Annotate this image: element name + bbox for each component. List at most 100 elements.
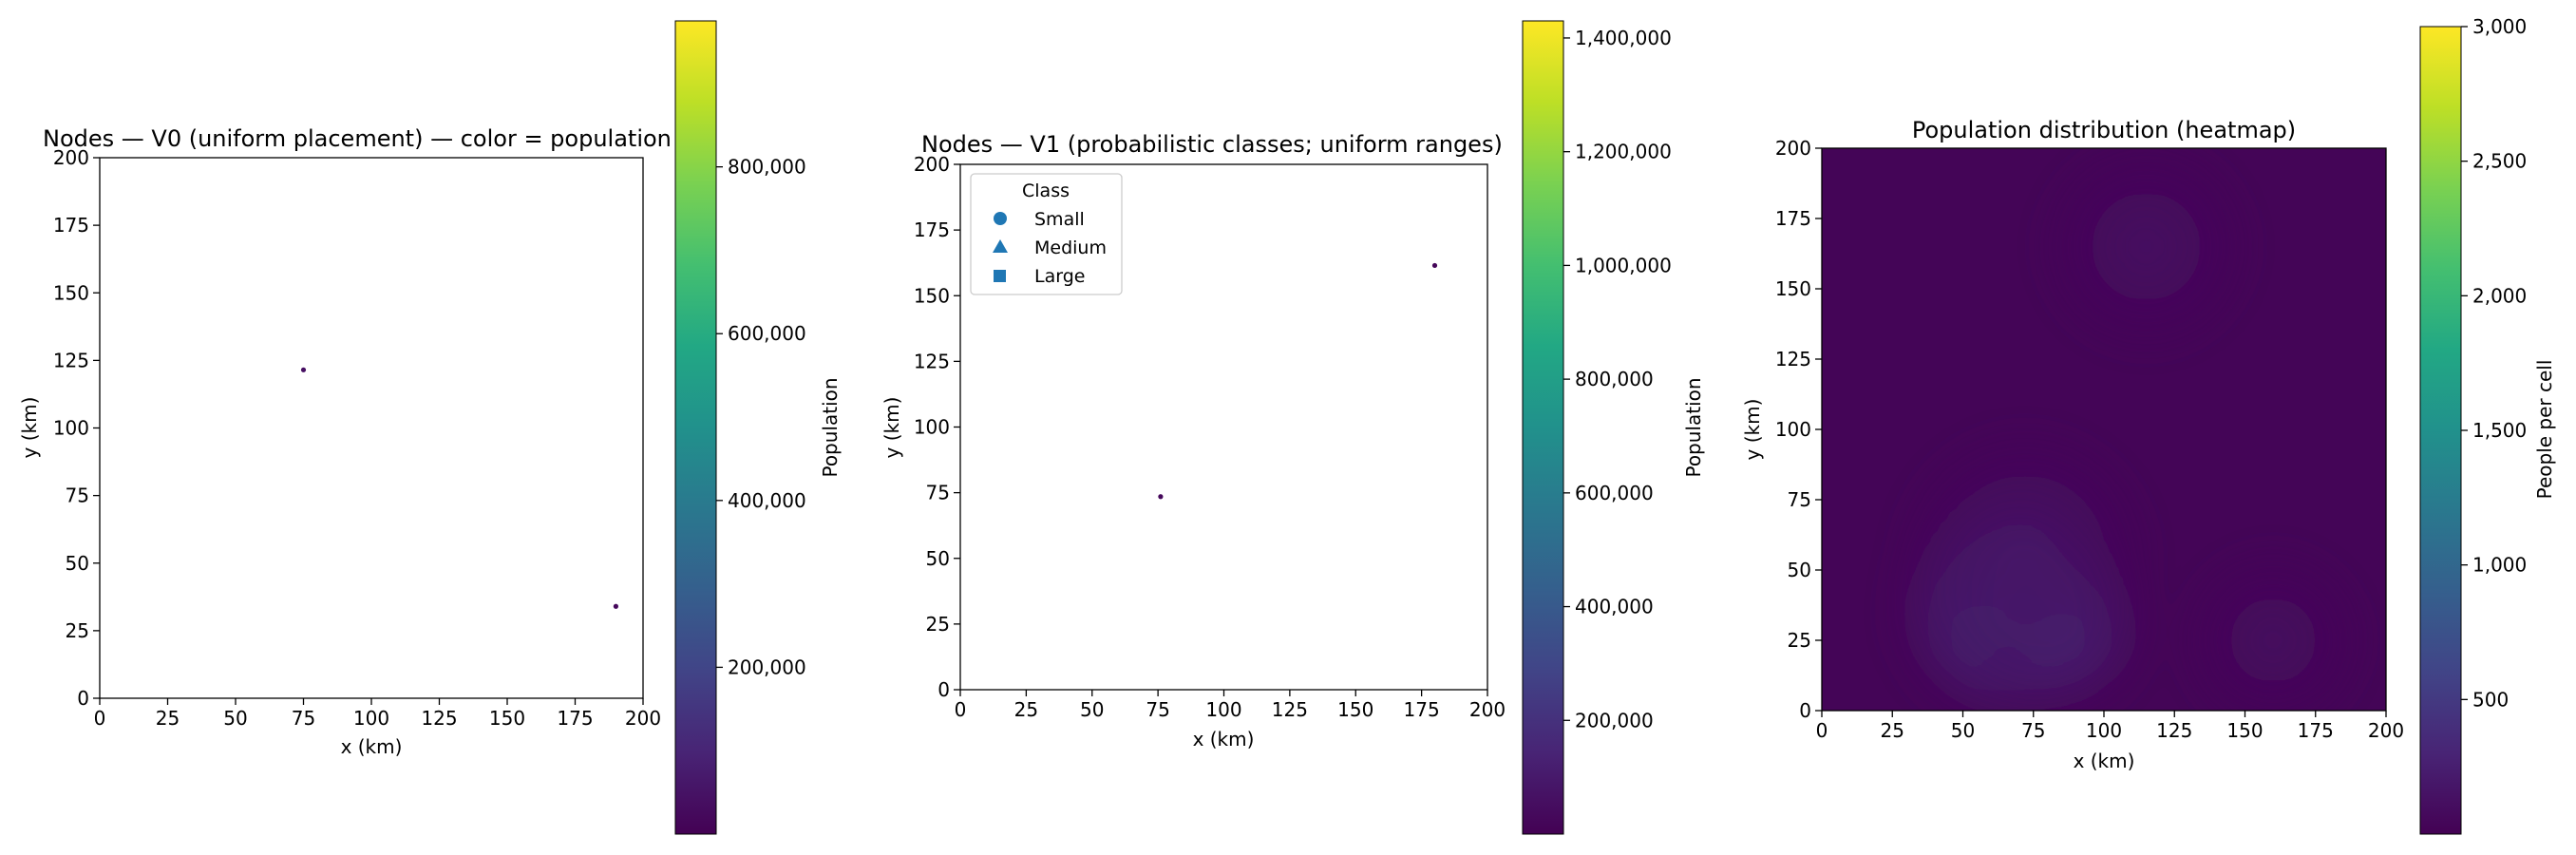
y-tick-label: 175 — [1775, 207, 1811, 230]
x-tick-label: 200 — [1469, 698, 1506, 721]
panel-v0-colorbar — [674, 20, 717, 835]
colorbar-tick-label: 1,500 — [2472, 419, 2527, 442]
y-tick-label: 75 — [66, 484, 89, 507]
colorbar-tick-label: 200,000 — [728, 656, 806, 678]
colorbar-tick-label: 3,000 — [2472, 15, 2527, 38]
panel-heatmap-title: Population distribution (heatmap) — [1912, 117, 2296, 143]
y-tick-label: 150 — [914, 284, 950, 307]
legend-marker-small — [994, 212, 1007, 225]
panel-v1-legend: Class Small Medium Large — [970, 173, 1123, 295]
colorbar-tick-label: 500 — [2472, 688, 2509, 711]
panel-heatmap-colorbar-label: People per cell — [2533, 360, 2556, 500]
y-tick-label: 125 — [914, 350, 950, 372]
panel-heatmap-colorbar — [2419, 26, 2462, 835]
panel-v1-colorbar-label: Population — [1682, 377, 1705, 477]
colorbar-tick-label: 1,000,000 — [1575, 254, 1672, 276]
y-tick-label: 25 — [1788, 629, 1811, 652]
node-point — [613, 603, 619, 609]
x-tick-label: 175 — [557, 707, 593, 730]
y-tick-label: 175 — [914, 218, 950, 241]
y-tick-label: 100 — [53, 417, 89, 440]
x-tick-label: 75 — [2021, 719, 2045, 742]
y-tick-label: 0 — [77, 687, 89, 710]
colorbar-tick-label: 2,000 — [2472, 284, 2527, 307]
panel-heatmap-colorbar-ticks: 500 1,000 1,500 2,000 2,500 3,000 — [2461, 15, 2527, 711]
colorbar-tick-label: 200,000 — [1575, 709, 1654, 732]
y-tick-label: 150 — [1775, 277, 1811, 300]
legend-marker-large — [994, 270, 1006, 282]
x-tick-label: 150 — [489, 707, 525, 730]
y-tick-label: 75 — [926, 482, 950, 504]
legend-marker-medium — [993, 239, 1008, 253]
colorbar-tick-label: 1,400,000 — [1575, 27, 1672, 49]
x-tick-label: 150 — [1337, 698, 1373, 721]
x-tick-label: 150 — [2226, 719, 2263, 742]
panel-v0-title: Nodes — V0 (uniform placement) — color =… — [43, 125, 672, 152]
panel-heatmap-xticks: 0 25 50 75 100 125 150 175 200 — [1816, 711, 2404, 742]
panel-v1-colorbar-ticks: 200,000 400,000 600,000 800,000 1,000,000 1,2… — [1563, 27, 1672, 732]
x-tick-label: 200 — [2368, 719, 2404, 742]
y-tick-label: 25 — [926, 613, 950, 636]
panel-v1-ylabel: y (km) — [881, 397, 903, 459]
legend-label-small: Small — [1034, 209, 1085, 230]
panel-heatmap-yticks: 0 25 50 75 100 125 150 175 200 — [1775, 137, 1822, 722]
x-tick-label: 75 — [292, 707, 315, 730]
y-tick-label: 25 — [66, 619, 89, 642]
y-tick-label: 200 — [1775, 137, 1811, 160]
node-point — [1158, 494, 1164, 500]
x-tick-label: 0 — [1816, 719, 1828, 742]
panel-v0-colorbar-ticks: 200,000 400,000 600,000 800,000 — [716, 156, 806, 678]
x-tick-label: 25 — [1014, 698, 1038, 721]
panel-v0-points — [300, 367, 619, 609]
x-tick-label: 50 — [1951, 719, 1975, 742]
x-tick-label: 175 — [1404, 698, 1440, 721]
y-tick-label: 100 — [914, 416, 950, 439]
y-tick-label: 150 — [53, 281, 89, 304]
x-tick-label: 100 — [2086, 719, 2122, 742]
panel-v0-yticks: 0 25 50 75 100 125 150 175 200 — [53, 146, 100, 710]
panel-v1-xticks: 0 25 50 75 100 125 150 175 200 — [955, 690, 1506, 721]
y-tick-label: 125 — [1775, 348, 1811, 370]
panel-v1: Nodes — V1 (probabilistic classes; unifo… — [881, 20, 1705, 835]
x-tick-label: 0 — [955, 698, 967, 721]
x-tick-label: 100 — [353, 707, 389, 730]
y-tick-label: 175 — [53, 214, 89, 237]
x-tick-label: 175 — [2298, 719, 2334, 742]
colorbar-tick-label: 600,000 — [1575, 482, 1654, 504]
panel-v0-ylabel: y (km) — [18, 397, 41, 459]
y-tick-label: 100 — [1775, 418, 1811, 441]
x-tick-label: 125 — [1272, 698, 1308, 721]
x-tick-label: 75 — [1146, 698, 1169, 721]
y-tick-label: 125 — [53, 349, 89, 371]
colorbar-tick-label: 800,000 — [1575, 368, 1654, 390]
panel-v1-xlabel: x (km) — [1193, 728, 1255, 750]
x-tick-label: 125 — [2156, 719, 2192, 742]
panel-v1-points — [1158, 262, 1438, 500]
x-tick-label: 25 — [156, 707, 180, 730]
heatmap-hotspot — [1889, 420, 2161, 692]
colorbar-tick-label: 1,000 — [2472, 554, 2527, 577]
panel-v0: Nodes — V0 (uniform placement) — color =… — [18, 20, 842, 835]
legend-label-large: Large — [1034, 266, 1085, 287]
colorbar-tick-label: 400,000 — [728, 489, 806, 512]
y-tick-label: 50 — [926, 547, 950, 570]
colorbar-tick-label: 1,200,000 — [1575, 141, 1672, 163]
x-tick-label: 25 — [1881, 719, 1904, 742]
node-point — [1431, 262, 1438, 269]
panel-v0-plot-area — [99, 157, 644, 699]
panel-v0-colorbar-label: Population — [819, 377, 842, 477]
y-tick-label: 0 — [1799, 699, 1811, 722]
y-tick-label: 200 — [53, 146, 89, 169]
panel-v0-xticks: 0 25 50 75 100 125 150 175 200 — [94, 698, 661, 730]
y-tick-label: 50 — [66, 552, 89, 575]
y-tick-label: 200 — [914, 153, 950, 176]
heatmap-image — [1822, 148, 2386, 711]
panel-v1-colorbar — [1522, 20, 1564, 835]
panel-heatmap-xlabel: x (km) — [2074, 750, 2135, 772]
panel-heatmap: Population distribution (heatmap) 0 25 50 7… — [1741, 15, 2556, 835]
colorbar-tick-label: 400,000 — [1575, 596, 1654, 618]
panel-v0-xlabel: x (km) — [341, 735, 403, 758]
heatmap-hotspot — [2173, 541, 2373, 711]
heatmap-hotspot — [2033, 148, 2260, 360]
